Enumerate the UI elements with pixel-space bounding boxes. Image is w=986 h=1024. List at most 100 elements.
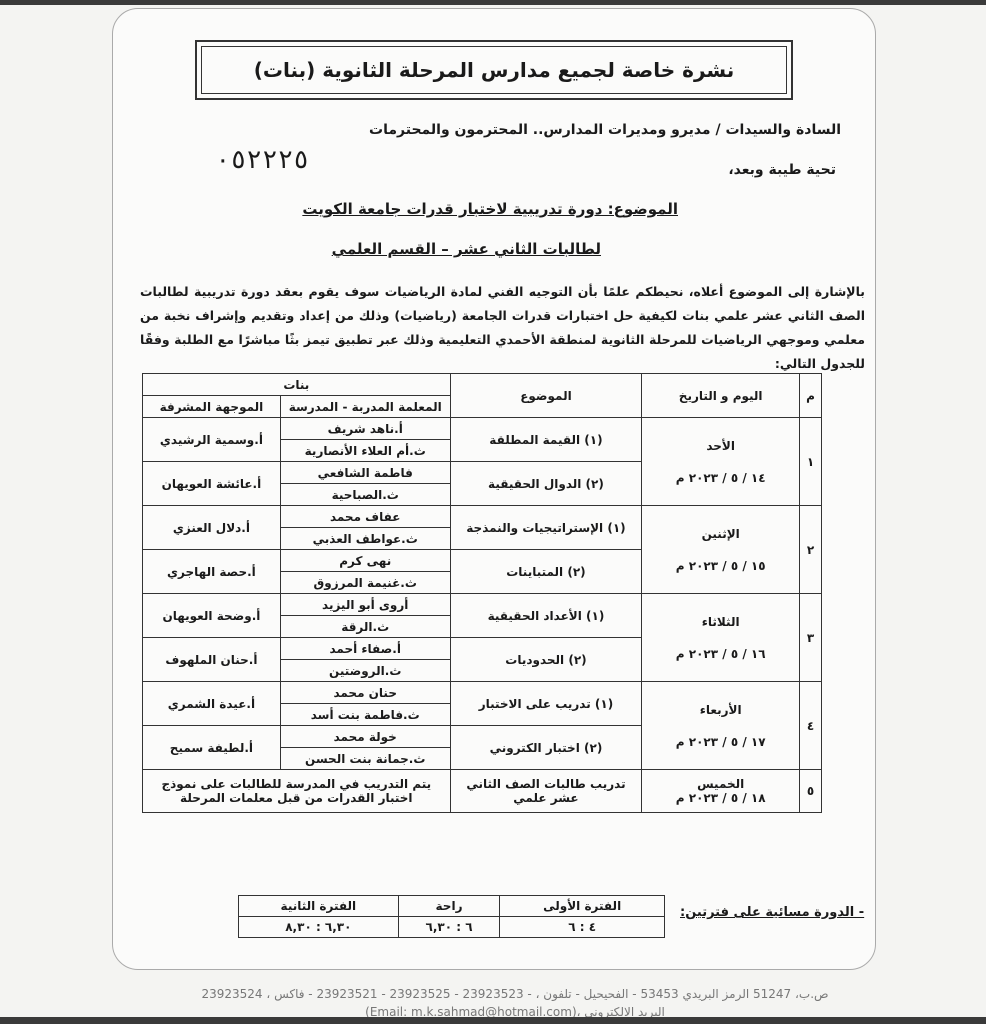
- row-school: ث.عواطف العذبي: [279, 527, 451, 550]
- row-topic: (١) القيمة المطلقة: [449, 417, 643, 462]
- row-teacher: عفاف محمد: [279, 505, 451, 528]
- row-school: ث.جمانة بنت الحسن: [279, 747, 451, 770]
- table-row: ٥ الخميس ١٨ / ٥ / ٢٠٢٣ م تدريب طالبات الص…: [142, 769, 822, 813]
- footer-address-block: ص.ب، 51247 الرمز البريدي 53453 - الفحيحي…: [150, 985, 880, 1021]
- day: الخميس: [697, 777, 745, 791]
- row-supervisor: أ.عائشة العويهان: [142, 461, 281, 506]
- period-value: ٤ : ٦: [499, 916, 665, 938]
- table-row: ث.عواطف العذبي: [143, 527, 822, 550]
- row-topic: (٢) الحدوديات: [449, 637, 643, 682]
- table-row: ١ الأحد ١٤ / ٥ / ٢٠٢٣ م (١) القيمة المطلقة أ…: [142, 417, 822, 506]
- row-num: ٤: [799, 681, 822, 770]
- subject: الموضوع: دورة تدريبية لاختبار قدرات جامع…: [302, 200, 678, 218]
- footer-email: البريد الالكتروني ،(Email: m.k.sahmad@ho…: [365, 1005, 665, 1019]
- header-supervisor: الموجهة المشرفة: [142, 395, 281, 418]
- row-supervisor: أ.حنان الملهوف: [142, 637, 281, 682]
- body-paragraph: بالإشارة إلى الموضوع أعلاه، نحيطكم علمًا…: [140, 284, 865, 371]
- day: الأحد: [706, 438, 735, 453]
- periods-value-row: ٤ : ٦ ٦ : ٦,٣٠ ٦,٣٠ : ٨,٣٠: [238, 916, 665, 938]
- row-day-date: الخميس ١٨ / ٥ / ٢٠٢٣ م: [641, 769, 801, 813]
- date: ١٦ / ٥ / ٢٠٢٣ م: [675, 646, 766, 661]
- table-row: ٣ الثلاثاء ١٦ / ٥ / ٢٠٢٣ م (١) الأعداد الحق…: [142, 593, 822, 682]
- header-num: م: [799, 373, 822, 418]
- date: ١٨ / ٥ / ٢٠٢٣ م: [675, 791, 766, 805]
- row-school: ث.فاطمة بنت أسد: [279, 703, 451, 726]
- header-row: م اليوم و التاريخ الموضوع بنات: [142, 373, 822, 418]
- header-day: اليوم و التاريخ: [641, 373, 801, 418]
- row-supervisor: أ.عيدة الشمري: [142, 681, 281, 726]
- row-topic: (٢) اختبار الكتروني: [449, 725, 643, 770]
- period-value: ٦ : ٦,٣٠: [397, 916, 501, 938]
- salutation: السادة والسيدات / مديرو ومديرات المدارس.…: [369, 122, 841, 138]
- periods-header-row: الفترة الأولى راحة الفترة الثانية: [238, 895, 665, 917]
- row-note: يتم التدريب في المدرسة للطالبات على نموذ…: [142, 769, 451, 813]
- row-supervisor: أ.حصة الهاجري: [142, 549, 281, 594]
- row-supervisor: أ.وسمية الرشيدي: [142, 417, 281, 462]
- row-school: ث.الرقة: [279, 615, 451, 638]
- row-school: ث.الروضتين: [279, 659, 451, 682]
- row-topic: (٢) الدوال الحقيقية: [449, 461, 643, 506]
- row-teacher: أ.صفاء أحمد: [279, 637, 451, 660]
- document-title: نشرة خاصة لجميع مدارس المرحلة الثانوية (…: [253, 58, 735, 82]
- row-teacher: خولة محمد: [279, 725, 451, 748]
- row-topic: (١) الأعداد الحقيقية: [449, 593, 643, 638]
- header-girls: بنات: [142, 373, 451, 396]
- row-num: ٥: [799, 769, 822, 813]
- row-teacher: فاطمة الشافعي: [279, 461, 451, 484]
- subtitle: لطالبات الثاني عشر – القسم العلمي: [331, 240, 601, 258]
- table-row: ث.فاطمة بنت أسد: [143, 703, 822, 726]
- row-num: ٢: [799, 505, 822, 594]
- title-box: نشرة خاصة لجميع مدارس المرحلة الثانوية (…: [195, 40, 793, 100]
- greeting: تحية طيبة وبعد،: [728, 162, 836, 178]
- table-row: (٢) المتباينات نهى كرم أ.حصة الهاجري: [142, 549, 822, 594]
- date: ١٥ / ٥ / ٢٠٢٣ م: [675, 558, 766, 573]
- table-row: ٤ الأربعاء ١٧ / ٥ / ٢٠٢٣ م (١) تدريب على ال…: [142, 681, 822, 770]
- table-row: ث.جمانة بنت الحسن: [143, 747, 822, 770]
- table-row: (٢) الحدوديات أ.صفاء أحمد أ.حنان الملهوف: [142, 637, 822, 682]
- row-topic: (١) تدريب على الاختبار: [449, 681, 643, 726]
- table-row: ث.أم العلاء الأنصارية: [143, 439, 822, 462]
- row-school: ث.أم العلاء الأنصارية: [279, 439, 451, 462]
- row-school: ث.الصباحية: [279, 483, 451, 506]
- schedule-table: م اليوم و التاريخ الموضوع بنات المعلمة ا…: [142, 373, 822, 813]
- title-inner-border: [201, 46, 787, 94]
- row-day-date: الأربعاء ١٧ / ٥ / ٢٠٢٣ م: [641, 681, 801, 770]
- period-header: الفترة الأولى: [499, 895, 665, 917]
- row-topic: (١) الإستراتيجيات والنمذجة: [449, 505, 643, 550]
- period-header: راحة: [397, 895, 501, 917]
- date: ١٧ / ٥ / ٢٠٢٣ م: [675, 734, 766, 749]
- period-header: الفترة الثانية: [238, 895, 399, 917]
- table-row: ث.الروضتين: [143, 659, 822, 682]
- table-row: (٢) اختبار الكتروني خولة محمد أ.لطيفة سميح: [142, 725, 822, 770]
- row-day-date: الأحد ١٤ / ٥ / ٢٠٢٣ م: [641, 417, 801, 506]
- row-teacher: أروى أبو اليزيد: [279, 593, 451, 616]
- row-topic: (٢) المتباينات: [449, 549, 643, 594]
- row-teacher: نهى كرم: [279, 549, 451, 572]
- row-supervisor: أ.لطيفة سميح: [142, 725, 281, 770]
- periods-note-text: - الدورة مسائية على فترتين:: [680, 905, 865, 920]
- header-topic: الموضوع: [449, 373, 643, 418]
- row-supervisor: أ.دلال العنزي: [142, 505, 281, 550]
- row-num: ٣: [799, 593, 822, 682]
- day: الثلاثاء: [701, 614, 740, 629]
- row-school: ث.غنيمة المرزوق: [279, 571, 451, 594]
- row-num: ١: [799, 417, 822, 506]
- reference-number: ٠٥٢٢٢٥: [215, 145, 309, 175]
- day: الإثنين: [701, 526, 740, 541]
- bottom-bar: [0, 1017, 986, 1024]
- row-day-date: الإثنين ١٥ / ٥ / ٢٠٢٣ م: [641, 505, 801, 594]
- row-day-date: الثلاثاء ١٦ / ٥ / ٢٠٢٣ م: [641, 593, 801, 682]
- table-row: (٢) الدوال الحقيقية فاطمة الشافعي أ.عائشة …: [142, 461, 822, 506]
- row-supervisor: أ.وضحة العويهان: [142, 593, 281, 638]
- day: الأربعاء: [699, 702, 742, 717]
- footer-address: ص.ب، 51247 الرمز البريدي 53453 - الفحيحي…: [201, 987, 829, 1001]
- date: ١٤ / ٥ / ٢٠٢٣ م: [675, 470, 766, 485]
- periods-table: الفترة الأولى راحة الفترة الثانية ٤ : ٦ …: [238, 895, 665, 938]
- period-value: ٦,٣٠ : ٨,٣٠: [238, 916, 399, 938]
- table-row: ٢ الإثنين ١٥ / ٥ / ٢٠٢٣ م (١) الإستراتيجيات…: [142, 505, 822, 594]
- row-teacher: أ.ناهد شريف: [279, 417, 451, 440]
- row-teacher: حنان محمد: [279, 681, 451, 704]
- periods-note: - الدورة مسائية على فترتين:: [680, 905, 864, 920]
- row-topic: تدريب طالبات الصف الثاني عشر علمي: [449, 769, 643, 813]
- header-teacher: المعلمة المدربة - المدرسة: [279, 395, 451, 418]
